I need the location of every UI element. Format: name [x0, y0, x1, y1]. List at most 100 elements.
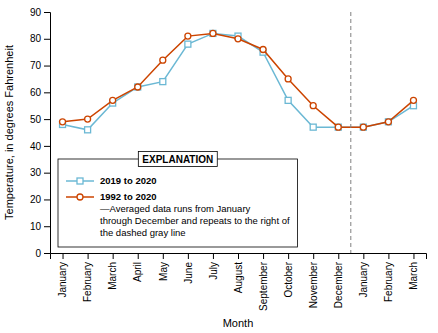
- point: [285, 97, 291, 103]
- x-tick-label: January: [57, 262, 68, 298]
- point: [110, 97, 116, 103]
- x-tick-mark: [63, 253, 64, 259]
- divider: [350, 12, 351, 253]
- y-tick-label: 70: [30, 60, 42, 71]
- y-tick: 70: [30, 60, 50, 71]
- x-tick-label: March: [408, 262, 419, 290]
- point: [410, 97, 416, 103]
- point: [260, 46, 266, 52]
- point: [60, 119, 66, 125]
- x-tick-mark: [138, 253, 139, 259]
- x-tick: March: [107, 253, 118, 290]
- y-tick: 30: [30, 167, 50, 178]
- x-tick: May: [158, 253, 169, 281]
- x-tick-mark: [238, 253, 239, 259]
- y-tick-mark: [44, 146, 50, 147]
- y-tick-label: 50: [30, 114, 42, 125]
- y-tick-label: 40: [30, 141, 42, 152]
- series-markers: [60, 30, 417, 132]
- x-tick-label: December: [333, 261, 344, 308]
- y-tick-mark: [44, 12, 50, 13]
- y-tick-label: 10: [30, 221, 42, 232]
- y-tick-mark: [44, 66, 50, 67]
- x-tick-label: August: [233, 262, 244, 293]
- legend-label: 2019 to 2020: [100, 175, 157, 186]
- x-tick-mark: [263, 253, 264, 259]
- x-tick-mark: [213, 253, 214, 259]
- point: [185, 33, 191, 39]
- marks: [60, 30, 417, 132]
- x-tick-label: June: [183, 262, 194, 284]
- point: [185, 41, 191, 47]
- legend-entry: 2019 to 2020: [66, 175, 157, 186]
- point: [160, 57, 166, 63]
- y-tick: 20: [30, 194, 50, 205]
- point: [385, 119, 391, 125]
- legend-box: [58, 159, 298, 247]
- legend-title: EXPLANATION: [142, 154, 213, 165]
- x-tick: June: [183, 253, 194, 284]
- series-line: [63, 33, 414, 127]
- x-tick: September: [258, 253, 269, 311]
- x-tick-label: July: [208, 262, 219, 280]
- point: [385, 119, 391, 125]
- x-axis-line: [51, 254, 427, 260]
- point: [310, 124, 316, 130]
- legend: 2019 to 2020 1992 to 2020—Averaged data r…: [58, 152, 298, 248]
- x-tick: January: [358, 253, 369, 298]
- point: [310, 103, 316, 109]
- point: [160, 79, 166, 85]
- x-tick: July: [208, 253, 219, 280]
- x-axis-title: Month: [223, 317, 254, 329]
- y-tick: 50: [30, 114, 50, 125]
- legend-entry: 1992 to 2020: [66, 191, 157, 202]
- y-tick-mark: [44, 92, 50, 93]
- y-tick-mark: [44, 253, 50, 254]
- x-tick: August: [233, 253, 244, 293]
- legend-label: 1992 to 2020: [100, 191, 157, 202]
- x-tick-mark: [88, 253, 89, 259]
- x-tick-mark: [163, 253, 164, 259]
- y-axis-title: Temperature, in degrees Fahrenheit: [3, 45, 15, 220]
- point: [285, 76, 291, 82]
- x-tick: March: [408, 253, 419, 290]
- y-tick-mark: [44, 199, 50, 200]
- x-tick-label: October: [283, 261, 294, 297]
- plot-area: 0 10 20 30 40 50 60 70 80 90 January February March A…: [30, 7, 427, 311]
- y-tick-label: 0: [35, 248, 41, 259]
- point: [210, 30, 216, 36]
- x-tick-mark: [313, 253, 314, 259]
- x-tick: October: [283, 253, 294, 298]
- x-tick-label: November: [308, 261, 319, 308]
- x-tick-label: September: [258, 261, 269, 311]
- y-tick-label: 60: [30, 87, 42, 98]
- series-markers: [60, 30, 417, 130]
- chart: 0 10 20 30 40 50 60 70 80 90 January February March A…: [0, 0, 438, 333]
- x-tick-label: March: [107, 262, 118, 290]
- y-tick: 10: [30, 221, 50, 232]
- series-line: [63, 33, 414, 129]
- x-tick-label: February: [383, 262, 394, 302]
- x-tick-mark: [413, 253, 414, 259]
- legend-marker: [77, 194, 83, 200]
- x-tick-mark: [288, 253, 289, 259]
- legend-note: —Averaged data runs from Januarythrough …: [100, 203, 290, 238]
- x-tick: February: [82, 253, 93, 302]
- x-tick-mark: [188, 253, 189, 259]
- x-tick: April: [132, 253, 143, 282]
- point: [85, 127, 91, 133]
- y-tick-mark: [44, 173, 50, 174]
- x-tick: December: [333, 253, 344, 308]
- x-tick: January: [57, 253, 68, 298]
- y-tick-label: 30: [30, 167, 42, 178]
- x-tick: November: [308, 253, 319, 308]
- y-tick: 80: [30, 33, 50, 44]
- y-tick: 40: [30, 141, 50, 152]
- y-tick-label: 90: [30, 7, 42, 18]
- x-tick: February: [383, 253, 394, 302]
- legend-marker: [77, 178, 83, 184]
- point: [360, 124, 366, 130]
- point: [210, 30, 216, 36]
- point: [335, 124, 341, 130]
- y-tick-mark: [44, 39, 50, 40]
